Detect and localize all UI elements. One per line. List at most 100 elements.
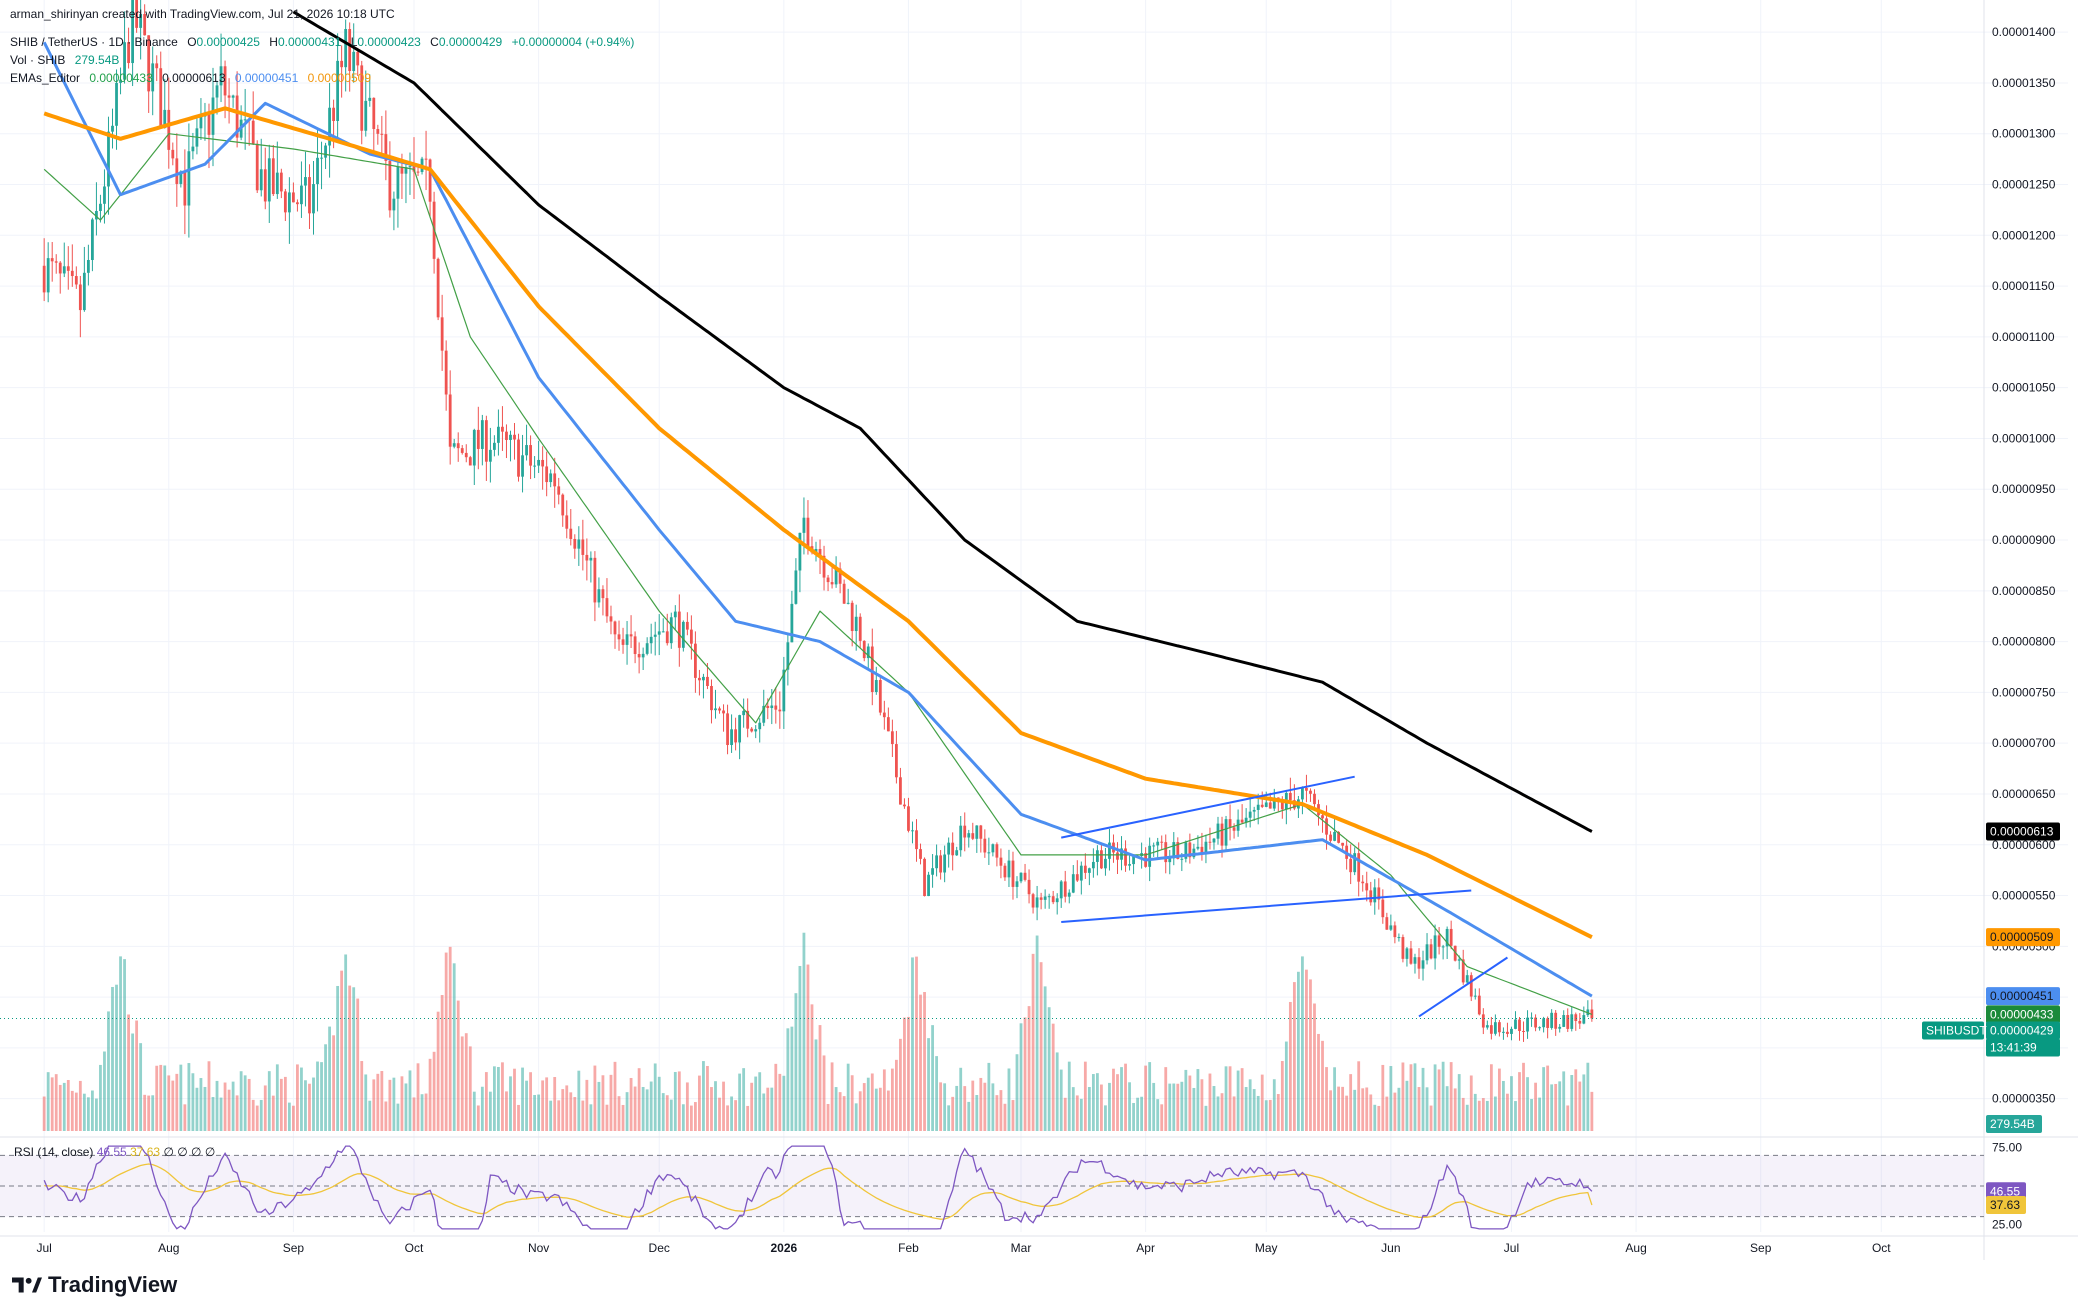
time-tick-label: May	[1255, 1241, 1278, 1255]
candle-body	[862, 640, 866, 659]
candle-body	[790, 603, 794, 643]
candle-body	[352, 51, 356, 72]
candle-body	[931, 868, 934, 875]
candle-body	[472, 429, 476, 466]
volume-bar	[702, 1061, 705, 1131]
candle-body	[577, 539, 581, 549]
brand-name: TradingView	[48, 1272, 178, 1297]
candle-body	[1405, 948, 1409, 959]
candle-body	[259, 169, 263, 191]
symbol-legend[interactable]: SHIB / TetherUS · 1D · Binance O0.000004…	[10, 35, 640, 49]
candles	[42, 0, 1594, 1042]
volume-legend[interactable]: Vol · SHIB 279.54B	[10, 53, 125, 67]
volume-bar	[1558, 1081, 1562, 1131]
candle-body	[332, 107, 335, 121]
candle-body	[1534, 1017, 1537, 1028]
volume-bar	[895, 1059, 898, 1131]
candle-body	[436, 258, 440, 318]
candle-body	[1329, 834, 1332, 841]
candle-body	[183, 171, 187, 206]
volume-bar	[1184, 1069, 1188, 1131]
price-tick-label: 0.00001000	[1992, 431, 2056, 445]
rsi-legend[interactable]: RSI (14, close) 46.55 37.63 ∅ ∅ ∅ ∅	[14, 1145, 215, 1159]
candle-body	[1043, 896, 1047, 900]
candle-body	[215, 85, 219, 98]
candle-body	[959, 825, 963, 851]
candle-body	[304, 177, 307, 186]
volume-bar	[882, 1069, 886, 1131]
rsi-label: RSI (14, close)	[14, 1145, 94, 1159]
volume-bar	[955, 1085, 959, 1131]
volume-bar	[979, 1077, 983, 1131]
volume-bar	[919, 994, 922, 1131]
volume-bar	[231, 1081, 235, 1131]
volume-bar	[1373, 1104, 1377, 1131]
rsi-line	[43, 1145, 1593, 1230]
candle-body	[501, 426, 504, 432]
candle-body	[1498, 1022, 1501, 1033]
volume-bar	[1192, 1087, 1196, 1131]
price-tick-label: 0.00001400	[1992, 25, 2056, 39]
volume-bar	[211, 1097, 215, 1131]
volume-bar	[356, 998, 360, 1131]
volume-bar	[553, 1077, 557, 1131]
volume-bar	[963, 1086, 967, 1131]
volume-bar	[1357, 1061, 1361, 1131]
candle-body	[585, 554, 589, 561]
volume-bar	[1485, 1100, 1489, 1131]
candle-body	[1003, 865, 1007, 878]
volume-bar	[416, 1063, 420, 1131]
candle-body	[452, 443, 456, 447]
volume-bar	[135, 1020, 139, 1131]
price-tick-label: 0.00000800	[1992, 635, 2056, 649]
candle-body	[275, 172, 279, 195]
candle-body	[348, 29, 352, 72]
candle-body	[1570, 1014, 1574, 1029]
candle-body	[786, 642, 790, 670]
candle-body	[1027, 879, 1031, 895]
candle-body	[1244, 817, 1248, 823]
ohlc-change: +0.00000004 (+0.94%)	[511, 35, 635, 49]
volume-bar	[1112, 1068, 1115, 1131]
candle-body	[292, 192, 295, 203]
tradingview-brand[interactable]: TradingView	[12, 1272, 177, 1298]
candle-body	[1506, 1031, 1509, 1034]
candle-body	[653, 634, 657, 637]
candle-body	[1280, 802, 1284, 810]
candle-body	[243, 119, 247, 121]
candle-body	[107, 131, 110, 187]
volume-bar	[943, 1083, 947, 1131]
symbol-title: SHIB / TetherUS · 1D · Binance	[10, 35, 178, 49]
candle-body	[392, 198, 396, 211]
volume-bar	[995, 1095, 999, 1131]
time-axis[interactable]: Jul Aug Sep Oct Nov Dec 2026 Feb Mar Apr May Jun Jul…	[36, 1241, 1891, 1255]
candle-body	[1212, 838, 1216, 843]
candle-body	[1522, 1030, 1525, 1032]
candle-body	[505, 431, 508, 440]
volume-bar	[420, 1094, 424, 1131]
candle-body	[1083, 865, 1087, 873]
price-tick-label: 0.00000750	[1992, 685, 2056, 699]
volume-bar	[931, 1025, 934, 1131]
volume-bar	[565, 1085, 569, 1131]
volume-bar	[1116, 1074, 1119, 1131]
volume-bar	[1321, 1040, 1324, 1131]
candle-body	[1441, 946, 1445, 948]
volume-bar	[722, 1081, 725, 1131]
volume-bar	[324, 1044, 327, 1131]
candle-body	[1168, 858, 1172, 863]
volume-bar	[66, 1080, 70, 1131]
ema-line-100	[43, 106, 1593, 939]
candle-body	[742, 710, 746, 716]
volume-bar	[312, 1077, 315, 1131]
candle-body	[838, 568, 842, 584]
volume-bar	[191, 1073, 195, 1131]
volume-bar	[296, 1064, 299, 1131]
volume-bar	[750, 1082, 754, 1131]
volume-bar	[1156, 1099, 1160, 1131]
ema-legend[interactable]: EMAs_Editor 0.00000433 0.00000613 0.0000…	[10, 71, 377, 85]
volume-bar	[786, 1028, 790, 1131]
candle-body	[1019, 872, 1023, 882]
candle-body	[86, 260, 90, 273]
